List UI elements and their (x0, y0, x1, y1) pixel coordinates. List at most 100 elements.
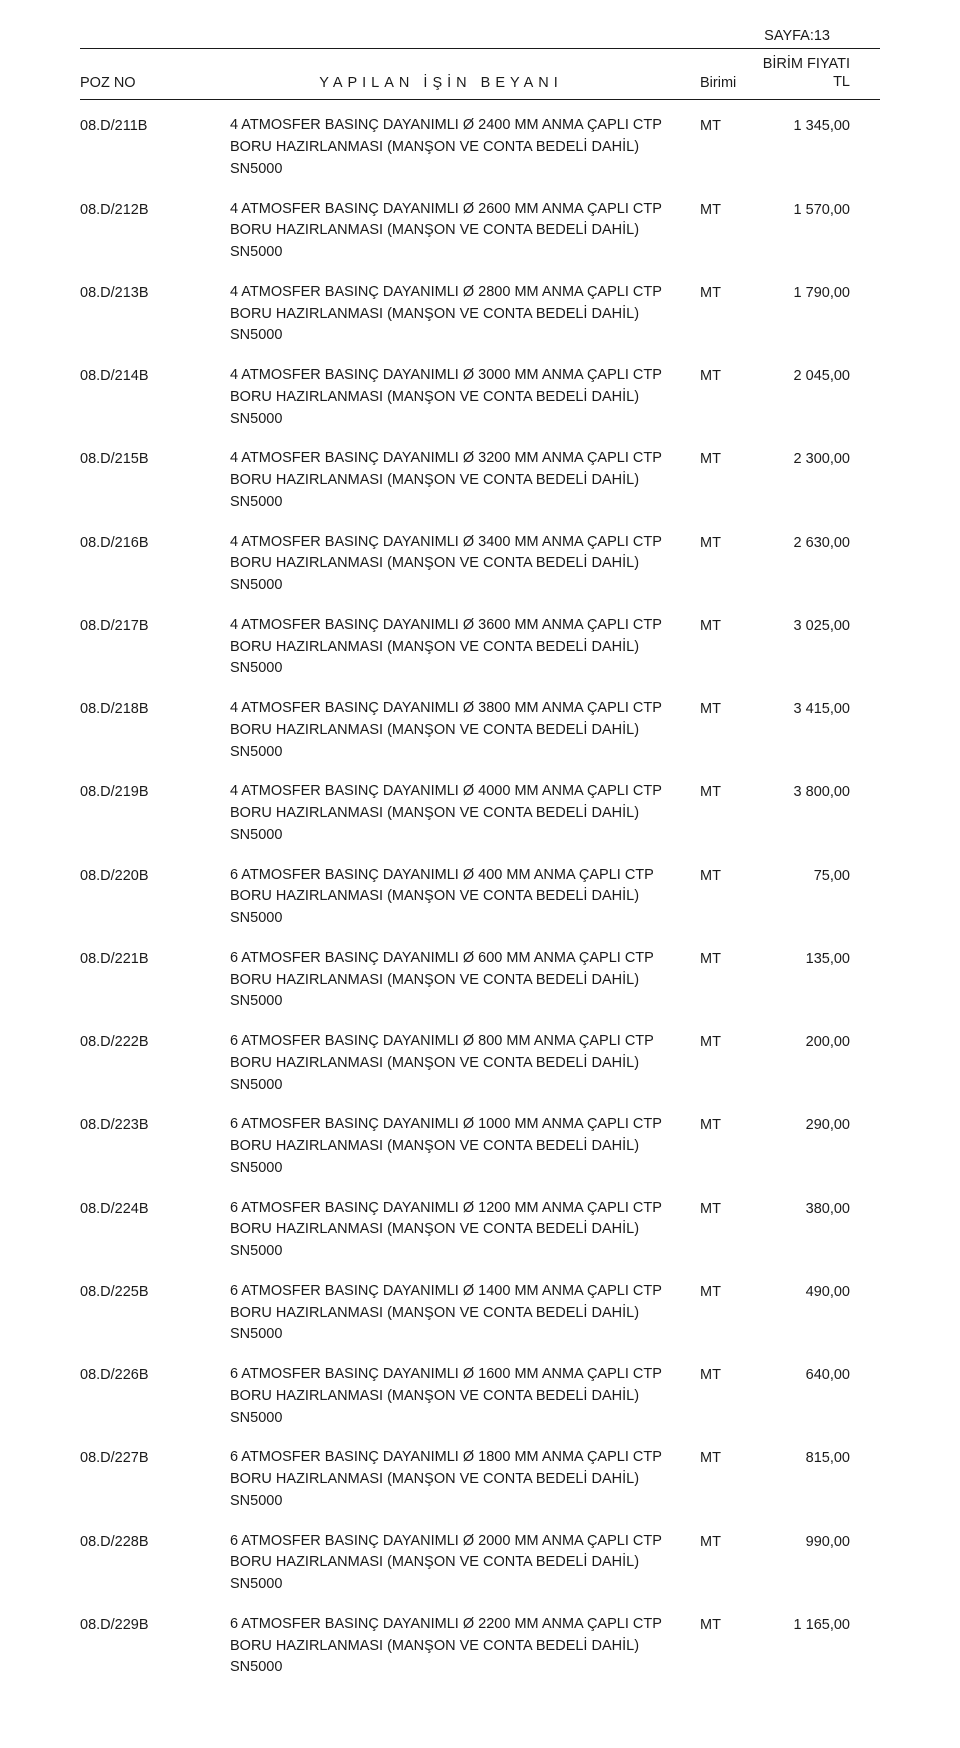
header-unit: Birimi (700, 75, 760, 91)
table-row: 08.D/215B4 ATMOSFER BASINÇ DAYANIMLI Ø 3… (80, 439, 880, 522)
cell-poz: 08.D/224B (80, 1198, 190, 1221)
cell-price: 75,00 (760, 865, 880, 888)
table-row: 08.D/222B6 ATMOSFER BASINÇ DAYANIMLI Ø 8… (80, 1022, 880, 1105)
cell-unit: MT (700, 115, 760, 138)
cell-unit: MT (700, 615, 760, 638)
cell-price: 640,00 (760, 1364, 880, 1387)
table-row: 08.D/212B4 ATMOSFER BASINÇ DAYANIMLI Ø 2… (80, 190, 880, 273)
cell-unit: MT (700, 781, 760, 804)
cell-unit: MT (700, 1364, 760, 1387)
cell-poz: 08.D/220B (80, 865, 190, 888)
table-row: 08.D/220B6 ATMOSFER BASINÇ DAYANIMLI Ø 4… (80, 856, 880, 939)
table-row: 08.D/226B6 ATMOSFER BASINÇ DAYANIMLI Ø 1… (80, 1355, 880, 1438)
cell-poz: 08.D/227B (80, 1447, 190, 1470)
cell-unit: MT (700, 1114, 760, 1137)
cell-price: 1 165,00 (760, 1614, 880, 1637)
table-row: 08.D/217B4 ATMOSFER BASINÇ DAYANIMLI Ø 3… (80, 606, 880, 689)
cell-desc: 4 ATMOSFER BASINÇ DAYANIMLI Ø 3400 MM AN… (190, 532, 700, 597)
cell-price: 3 025,00 (760, 615, 880, 638)
table-row: 08.D/219B4 ATMOSFER BASINÇ DAYANIMLI Ø 4… (80, 772, 880, 855)
cell-poz: 08.D/215B (80, 448, 190, 471)
cell-poz: 08.D/228B (80, 1531, 190, 1554)
cell-price: 2 045,00 (760, 365, 880, 388)
header-desc: YAPILAN İŞİN BEYANI (190, 75, 700, 91)
cell-price: 1 345,00 (760, 115, 880, 138)
cell-price: 490,00 (760, 1281, 880, 1304)
cell-poz: 08.D/212B (80, 199, 190, 222)
cell-unit: MT (700, 365, 760, 388)
table-row: 08.D/223B6 ATMOSFER BASINÇ DAYANIMLI Ø 1… (80, 1105, 880, 1188)
cell-unit: MT (700, 448, 760, 471)
cell-poz: 08.D/213B (80, 282, 190, 305)
cell-unit: MT (700, 1531, 760, 1554)
table-row: 08.D/228B6 ATMOSFER BASINÇ DAYANIMLI Ø 2… (80, 1522, 880, 1605)
cell-desc: 6 ATMOSFER BASINÇ DAYANIMLI Ø 1600 MM AN… (190, 1364, 700, 1429)
cell-unit: MT (700, 1614, 760, 1637)
header-price-bottom: TL (833, 73, 850, 91)
cell-poz: 08.D/217B (80, 615, 190, 638)
cell-desc: 4 ATMOSFER BASINÇ DAYANIMLI Ø 2600 MM AN… (190, 199, 700, 264)
cell-poz: 08.D/211B (80, 115, 190, 138)
table-row: 08.D/227B6 ATMOSFER BASINÇ DAYANIMLI Ø 1… (80, 1438, 880, 1521)
cell-unit: MT (700, 282, 760, 305)
cell-price: 990,00 (760, 1531, 880, 1554)
cell-poz: 08.D/225B (80, 1281, 190, 1304)
cell-desc: 4 ATMOSFER BASINÇ DAYANIMLI Ø 3000 MM AN… (190, 365, 700, 430)
cell-poz: 08.D/223B (80, 1114, 190, 1137)
page-number: SAYFA:13 (80, 28, 880, 44)
cell-poz: 08.D/229B (80, 1614, 190, 1637)
cell-desc: 6 ATMOSFER BASINÇ DAYANIMLI Ø 1000 MM AN… (190, 1114, 700, 1179)
table-row: 08.D/214B4 ATMOSFER BASINÇ DAYANIMLI Ø 3… (80, 356, 880, 439)
cell-desc: 6 ATMOSFER BASINÇ DAYANIMLI Ø 1400 MM AN… (190, 1281, 700, 1346)
cell-desc: 6 ATMOSFER BASINÇ DAYANIMLI Ø 1800 MM AN… (190, 1447, 700, 1512)
header-price-top: BİRİM FIYATI (763, 55, 850, 73)
cell-price: 1 570,00 (760, 199, 880, 222)
cell-poz: 08.D/221B (80, 948, 190, 971)
cell-unit: MT (700, 532, 760, 555)
cell-price: 815,00 (760, 1447, 880, 1470)
table-header: POZ NO YAPILAN İŞİN BEYANI Birimi BİRİM … (80, 49, 880, 99)
cell-price: 1 790,00 (760, 282, 880, 305)
cell-desc: 6 ATMOSFER BASINÇ DAYANIMLI Ø 400 MM ANM… (190, 865, 700, 930)
cell-price: 2 300,00 (760, 448, 880, 471)
cell-desc: 4 ATMOSFER BASINÇ DAYANIMLI Ø 2400 MM AN… (190, 115, 700, 180)
table-row: 08.D/216B4 ATMOSFER BASINÇ DAYANIMLI Ø 3… (80, 523, 880, 606)
cell-poz: 08.D/219B (80, 781, 190, 804)
cell-unit: MT (700, 1031, 760, 1054)
cell-unit: MT (700, 948, 760, 971)
cell-desc: 4 ATMOSFER BASINÇ DAYANIMLI Ø 3200 MM AN… (190, 448, 700, 513)
cell-poz: 08.D/218B (80, 698, 190, 721)
cell-poz: 08.D/222B (80, 1031, 190, 1054)
table-row: 08.D/211B4 ATMOSFER BASINÇ DAYANIMLI Ø 2… (80, 106, 880, 189)
page-container: SAYFA:13 POZ NO YAPILAN İŞİN BEYANI Biri… (40, 0, 920, 1748)
table-body: 08.D/211B4 ATMOSFER BASINÇ DAYANIMLI Ø 2… (80, 100, 880, 1688)
cell-price: 290,00 (760, 1114, 880, 1137)
cell-price: 135,00 (760, 948, 880, 971)
cell-desc: 4 ATMOSFER BASINÇ DAYANIMLI Ø 3800 MM AN… (190, 698, 700, 763)
cell-desc: 4 ATMOSFER BASINÇ DAYANIMLI Ø 3600 MM AN… (190, 615, 700, 680)
cell-price: 3 800,00 (760, 781, 880, 804)
header-poz: POZ NO (80, 75, 190, 91)
cell-unit: MT (700, 865, 760, 888)
cell-desc: 6 ATMOSFER BASINÇ DAYANIMLI Ø 800 MM ANM… (190, 1031, 700, 1096)
header-price: BİRİM FIYATI TL (760, 55, 880, 91)
cell-desc: 4 ATMOSFER BASINÇ DAYANIMLI Ø 4000 MM AN… (190, 781, 700, 846)
cell-unit: MT (700, 1198, 760, 1221)
cell-price: 200,00 (760, 1031, 880, 1054)
table-row: 08.D/221B6 ATMOSFER BASINÇ DAYANIMLI Ø 6… (80, 939, 880, 1022)
cell-poz: 08.D/226B (80, 1364, 190, 1387)
cell-desc: 6 ATMOSFER BASINÇ DAYANIMLI Ø 2200 MM AN… (190, 1614, 700, 1679)
table-row: 08.D/213B4 ATMOSFER BASINÇ DAYANIMLI Ø 2… (80, 273, 880, 356)
cell-unit: MT (700, 698, 760, 721)
cell-poz: 08.D/216B (80, 532, 190, 555)
cell-unit: MT (700, 1447, 760, 1470)
cell-desc: 6 ATMOSFER BASINÇ DAYANIMLI Ø 1200 MM AN… (190, 1198, 700, 1263)
cell-price: 3 415,00 (760, 698, 880, 721)
table-row: 08.D/218B4 ATMOSFER BASINÇ DAYANIMLI Ø 3… (80, 689, 880, 772)
cell-unit: MT (700, 1281, 760, 1304)
table-row: 08.D/229B6 ATMOSFER BASINÇ DAYANIMLI Ø 2… (80, 1605, 880, 1688)
cell-poz: 08.D/214B (80, 365, 190, 388)
cell-price: 2 630,00 (760, 532, 880, 555)
cell-desc: 4 ATMOSFER BASINÇ DAYANIMLI Ø 2800 MM AN… (190, 282, 700, 347)
cell-desc: 6 ATMOSFER BASINÇ DAYANIMLI Ø 2000 MM AN… (190, 1531, 700, 1596)
